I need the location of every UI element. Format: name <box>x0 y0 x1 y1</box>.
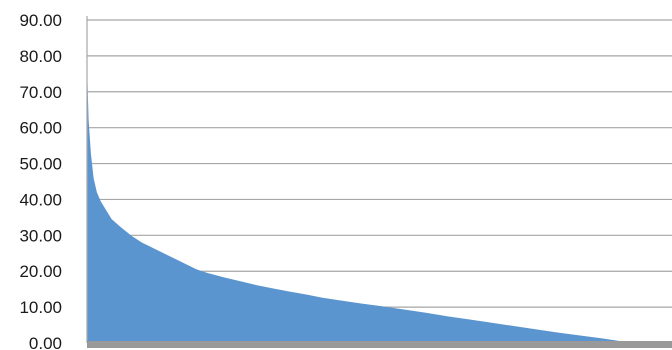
y-tick-label: 40.00 <box>19 190 62 209</box>
y-tick-label: 80.00 <box>19 47 62 66</box>
y-tick-label: 90.00 <box>19 11 62 30</box>
series-area <box>87 66 635 343</box>
y-tick-labels: 0.00 10.00 20.00 30.00 40.00 50.00 60.00 70.00 8… <box>19 11 62 350</box>
y-tick-label: 70.00 <box>19 83 62 102</box>
y-tick-label: 60.00 <box>19 119 62 138</box>
y-tick-label: 20.00 <box>19 262 62 281</box>
y-tick-label: 10.00 <box>19 298 62 317</box>
y-tick-label: 0.00 <box>29 334 62 350</box>
x-axis-floor <box>87 341 672 348</box>
y-tick-label: 50.00 <box>19 155 62 174</box>
y-tick-label: 30.00 <box>19 226 62 245</box>
